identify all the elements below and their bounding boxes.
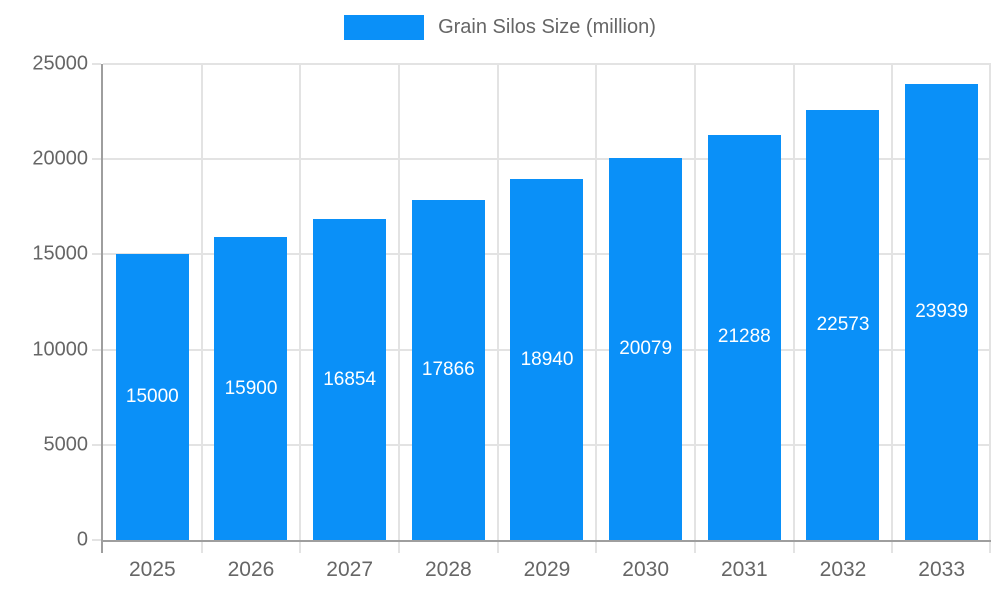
x-axis-label: 2027 — [326, 558, 374, 581]
x-axis-label: 2026 — [227, 558, 275, 581]
bar-2029[interactable]: 18940 — [510, 179, 584, 540]
y-axis-label: 5000 — [43, 433, 89, 456]
bar-value-label: 23939 — [915, 301, 969, 323]
bar-value-label: 18940 — [520, 348, 574, 370]
bar-2033[interactable]: 23939 — [905, 84, 979, 540]
bar-value-label: 22573 — [816, 314, 870, 336]
plot-area: 0 5000 10000 15000 20000 25000 15000 2025 15900 2… — [32, 53, 991, 581]
bar-value-label: 15000 — [125, 386, 179, 408]
gridline-vertical — [200, 64, 203, 553]
y-axis-tick — [92, 539, 101, 541]
gridline-vertical — [299, 64, 302, 553]
y-axis-tick — [92, 63, 101, 65]
bar-2025[interactable]: 15000 — [115, 254, 189, 540]
gridline-vertical — [693, 64, 696, 553]
x-axis-label: 2033 — [918, 558, 966, 581]
bar-2030[interactable]: 20079 — [609, 157, 683, 540]
gridline-vertical — [595, 64, 598, 553]
gridline-vertical — [792, 64, 795, 553]
chart-legend-item[interactable]: Grain Silos Size (million) — [0, 15, 1000, 40]
bar-2032[interactable]: 22573 — [806, 110, 880, 540]
bar-value-label: 21288 — [717, 326, 771, 348]
x-axis-label: 2032 — [819, 558, 867, 581]
legend-swatch — [344, 15, 425, 40]
y-axis-tick — [92, 443, 101, 446]
bar-value-label: 16854 — [323, 368, 377, 390]
bar-2027[interactable]: 16854 — [313, 219, 387, 540]
gridline-vertical — [397, 64, 400, 553]
bar-value-label: 15900 — [224, 377, 278, 399]
x-axis-line — [101, 540, 991, 542]
legend-label: Grain Silos Size (million) — [438, 16, 656, 38]
y-axis-tick — [92, 158, 101, 161]
y-axis-tick — [92, 348, 101, 351]
y-axis-label: 25000 — [32, 52, 88, 75]
gridline-vertical — [989, 64, 991, 553]
y-axis-label: 0 — [76, 528, 88, 551]
x-axis-label: 2030 — [622, 558, 670, 581]
bar-2026[interactable]: 15900 — [214, 237, 288, 540]
bar-value-label: 17866 — [421, 358, 475, 380]
gridline-horizontal — [103, 158, 991, 161]
x-axis-label: 2025 — [128, 558, 176, 581]
y-axis-label: 20000 — [32, 147, 88, 170]
x-axis-label: 2029 — [523, 558, 571, 581]
gridline-vertical — [891, 64, 894, 553]
bar-2028[interactable]: 17866 — [411, 199, 485, 540]
bar-value-label: 20079 — [619, 337, 673, 359]
y-axis-line — [101, 64, 103, 553]
x-axis-label: 2031 — [720, 558, 768, 581]
gridline-horizontal — [103, 63, 991, 65]
y-axis-label: 10000 — [32, 338, 88, 361]
x-axis-label: 2028 — [424, 558, 472, 581]
gridline-vertical — [496, 64, 499, 553]
y-axis-label: 15000 — [32, 242, 88, 265]
y-axis-tick — [92, 253, 101, 256]
bar-2031[interactable]: 21288 — [707, 134, 781, 540]
